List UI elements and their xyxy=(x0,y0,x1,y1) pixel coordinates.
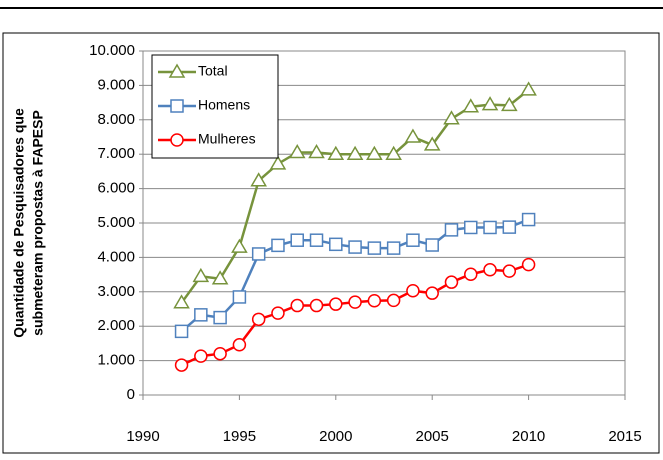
marker xyxy=(501,96,518,112)
y-tick-label: 10.000 xyxy=(89,42,135,59)
marker xyxy=(170,133,184,147)
marker xyxy=(174,358,189,372)
marker xyxy=(329,297,343,311)
marker xyxy=(462,98,480,113)
y-tick-label: 6.000 xyxy=(97,180,135,197)
y-tick-label: 3.000 xyxy=(97,283,135,300)
x-tick-label: 2010 xyxy=(512,428,545,445)
marker xyxy=(168,63,186,78)
marker xyxy=(251,312,266,327)
marker xyxy=(348,295,362,309)
marker xyxy=(308,143,325,159)
marker xyxy=(174,324,189,339)
marker xyxy=(425,238,439,252)
marker xyxy=(232,338,247,352)
marker xyxy=(327,145,345,160)
marker xyxy=(194,308,208,322)
marker xyxy=(444,275,459,289)
marker xyxy=(406,284,420,298)
y-tick-label: 2.000 xyxy=(97,317,135,334)
marker xyxy=(483,263,497,277)
marker xyxy=(385,145,402,160)
x-tick-label: 2005 xyxy=(416,428,449,445)
marker xyxy=(481,96,499,111)
marker xyxy=(309,233,324,247)
marker xyxy=(329,237,343,252)
marker xyxy=(232,290,247,304)
marker xyxy=(521,212,536,227)
y-tick-label: 9.000 xyxy=(97,76,135,93)
legend-label: Total xyxy=(198,63,228,79)
marker xyxy=(288,143,306,159)
marker xyxy=(464,220,478,235)
marker xyxy=(290,233,304,247)
marker xyxy=(348,240,362,254)
marker xyxy=(386,293,401,308)
x-tick-label: 2015 xyxy=(608,428,641,445)
y-tick-label: 5.000 xyxy=(97,214,135,231)
x-tick-label: 1995 xyxy=(223,428,256,445)
x-tick-label: 1990 xyxy=(126,428,159,445)
marker xyxy=(386,241,401,255)
marker xyxy=(271,238,285,253)
marker xyxy=(406,233,420,247)
marker xyxy=(443,110,460,125)
legend-label: Mulheres xyxy=(198,131,256,147)
marker xyxy=(521,257,536,272)
marker xyxy=(444,223,459,237)
marker xyxy=(502,220,517,234)
marker xyxy=(502,264,517,278)
marker xyxy=(290,298,304,313)
marker xyxy=(423,136,441,151)
marker xyxy=(425,286,439,300)
marker xyxy=(367,241,382,255)
x-tick-label: 2000 xyxy=(319,428,352,445)
marker xyxy=(231,238,248,253)
marker xyxy=(520,81,537,96)
marker xyxy=(194,349,208,363)
y-axis-title: Quantidade de Pesquisadores que xyxy=(11,108,27,338)
marker xyxy=(213,346,227,361)
marker xyxy=(213,310,227,325)
marker xyxy=(251,247,266,261)
marker xyxy=(483,220,497,235)
marker xyxy=(404,128,422,143)
marker xyxy=(173,294,190,309)
y-tick-label: 1.000 xyxy=(97,352,135,369)
marker xyxy=(346,145,364,160)
plot-area xyxy=(142,50,626,396)
marker xyxy=(192,267,210,283)
marker xyxy=(170,99,184,113)
legend-label: Homens xyxy=(198,97,250,113)
y-tick-label: 7.000 xyxy=(97,145,135,162)
marker xyxy=(309,298,324,313)
y-tick-label: 8.000 xyxy=(97,111,135,128)
y-axis-title: submeteram propostas à FAPESP xyxy=(30,110,46,336)
y-tick-label: 0 xyxy=(127,386,135,403)
marker xyxy=(271,306,285,320)
marker xyxy=(366,145,383,160)
marker xyxy=(367,293,382,308)
marker xyxy=(269,155,287,170)
marker xyxy=(211,270,229,285)
y-tick-label: 4.000 xyxy=(97,248,135,265)
marker xyxy=(464,267,478,282)
marker xyxy=(250,172,267,187)
